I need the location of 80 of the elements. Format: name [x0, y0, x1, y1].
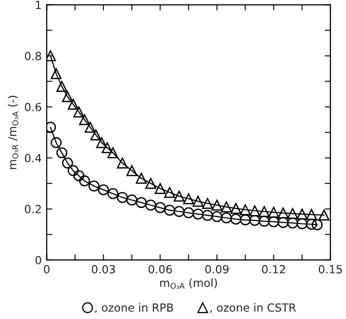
point — [50, 137, 62, 148]
point — [164, 204, 176, 216]
point — [174, 190, 185, 202]
point — [296, 218, 308, 230]
point — [154, 202, 166, 214]
point — [79, 114, 90, 126]
point — [84, 122, 96, 133]
point — [116, 192, 128, 203]
point — [249, 214, 260, 226]
x-tick-label: 0 — [44, 265, 50, 274]
point — [312, 219, 323, 230]
point — [116, 158, 128, 168]
point — [102, 142, 113, 154]
point — [258, 206, 270, 217]
point — [126, 165, 138, 176]
point — [68, 165, 79, 176]
x-axis-title: m$_{O₃A}$ (mol) — [160, 278, 217, 289]
point — [56, 80, 68, 92]
point — [287, 217, 298, 228]
x-tick-label: 0.15 — [318, 265, 342, 274]
point — [136, 172, 147, 184]
point — [240, 214, 251, 226]
point — [183, 207, 194, 218]
point — [56, 147, 68, 158]
point — [211, 211, 222, 222]
y-tick-label: 1 — [36, 0, 41, 10]
point — [230, 202, 242, 214]
point — [278, 208, 289, 219]
point — [268, 206, 280, 218]
point — [62, 158, 73, 168]
point — [136, 197, 147, 208]
point — [192, 196, 204, 207]
point — [296, 208, 308, 220]
point — [174, 206, 185, 217]
point — [220, 212, 232, 224]
point — [50, 68, 62, 80]
point — [145, 200, 156, 211]
point — [287, 208, 298, 220]
y-tick-label: 0.4 — [24, 154, 42, 162]
point — [98, 184, 109, 196]
y-tick-label: 0.8 — [24, 52, 42, 60]
point — [107, 188, 118, 200]
y-tick-label: 0.6 — [24, 102, 42, 112]
x-tick-label: 0.03 — [92, 265, 115, 274]
legend-label: , ozone in CSTR — [210, 303, 296, 313]
point — [154, 183, 166, 194]
point — [73, 106, 84, 118]
point — [268, 216, 280, 228]
point — [90, 129, 102, 140]
point — [278, 216, 289, 228]
point — [220, 201, 232, 212]
x-tick-label: 0.12 — [262, 265, 285, 274]
point — [318, 210, 330, 221]
point — [96, 137, 108, 148]
point — [183, 193, 194, 204]
point — [258, 216, 270, 227]
point — [73, 170, 84, 182]
point — [249, 205, 260, 216]
point — [230, 214, 242, 225]
point — [62, 91, 73, 102]
point — [202, 210, 213, 221]
y-tick-label: 0 — [36, 256, 42, 264]
point — [202, 198, 213, 209]
point — [126, 194, 138, 206]
point — [79, 175, 90, 186]
point — [306, 218, 317, 230]
point — [68, 98, 79, 110]
y-axis-title: m$_{O₃R}$ /m$_{O₃A}$ (-) — [8, 96, 18, 169]
point — [107, 147, 118, 158]
point — [88, 180, 100, 192]
y-tick-label: 0.2 — [24, 204, 41, 214]
x-tick-label: 0.09 — [205, 265, 229, 274]
point — [211, 200, 222, 211]
point — [145, 178, 156, 189]
legend-label: , ozone in RPB — [95, 303, 174, 313]
point — [240, 204, 251, 216]
point — [192, 208, 204, 220]
point — [306, 209, 317, 220]
point — [164, 186, 176, 198]
x-tick-label: 0.06 — [148, 265, 172, 274]
